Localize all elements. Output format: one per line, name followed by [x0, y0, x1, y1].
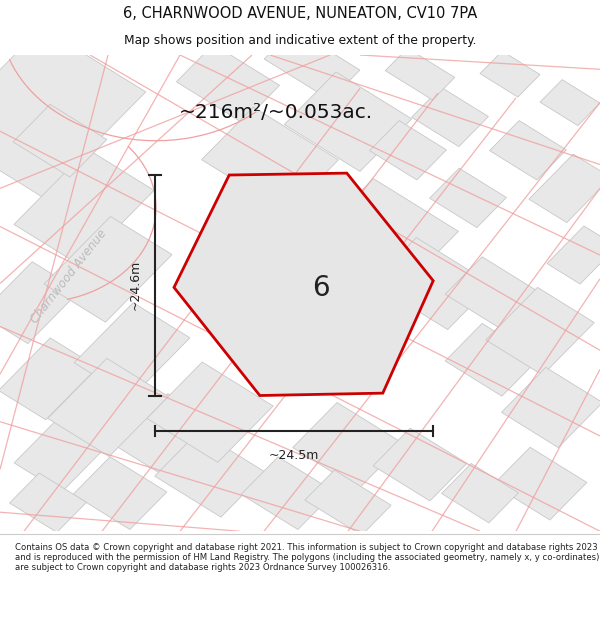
Polygon shape [445, 324, 539, 396]
Polygon shape [14, 149, 154, 266]
Polygon shape [202, 107, 338, 212]
Polygon shape [430, 168, 506, 228]
Polygon shape [260, 197, 364, 275]
Polygon shape [502, 368, 600, 448]
Text: Contains OS data © Crown copyright and database right 2021. This information is : Contains OS data © Crown copyright and d… [15, 542, 599, 572]
Polygon shape [48, 358, 168, 456]
Polygon shape [241, 457, 335, 529]
Polygon shape [486, 288, 594, 375]
Polygon shape [174, 173, 433, 396]
Polygon shape [264, 29, 360, 100]
Polygon shape [176, 44, 280, 123]
Polygon shape [493, 448, 587, 520]
Polygon shape [547, 226, 600, 284]
Polygon shape [385, 48, 455, 100]
Polygon shape [155, 431, 265, 517]
Polygon shape [74, 302, 190, 398]
Polygon shape [480, 51, 540, 97]
Text: 6: 6 [312, 274, 330, 302]
Polygon shape [373, 428, 467, 501]
Polygon shape [116, 394, 220, 478]
Polygon shape [370, 121, 446, 180]
Polygon shape [372, 238, 492, 329]
Polygon shape [442, 464, 518, 523]
Polygon shape [0, 28, 146, 197]
Polygon shape [293, 402, 403, 489]
Polygon shape [322, 179, 458, 284]
Text: Charnwood Avenue: Charnwood Avenue [28, 227, 110, 326]
Polygon shape [14, 418, 106, 492]
Polygon shape [305, 470, 391, 535]
Polygon shape [540, 79, 600, 126]
Polygon shape [44, 216, 172, 322]
Text: ~24.5m: ~24.5m [269, 449, 319, 462]
Polygon shape [0, 338, 97, 420]
Polygon shape [445, 257, 539, 329]
Polygon shape [73, 457, 167, 529]
Polygon shape [10, 473, 86, 532]
Polygon shape [529, 154, 600, 222]
Polygon shape [147, 362, 273, 462]
Polygon shape [490, 121, 566, 180]
Polygon shape [412, 88, 488, 147]
Text: 6, CHARNWOOD AVENUE, NUNEATON, CV10 7PA: 6, CHARNWOOD AVENUE, NUNEATON, CV10 7PA [123, 6, 477, 21]
Text: ~216m²/~0.053ac.: ~216m²/~0.053ac. [179, 102, 373, 122]
Text: ~24.6m: ~24.6m [128, 260, 142, 311]
Polygon shape [284, 72, 412, 171]
Polygon shape [13, 104, 107, 177]
Text: Map shows position and indicative extent of the property.: Map shows position and indicative extent… [124, 34, 476, 48]
Polygon shape [0, 262, 79, 344]
